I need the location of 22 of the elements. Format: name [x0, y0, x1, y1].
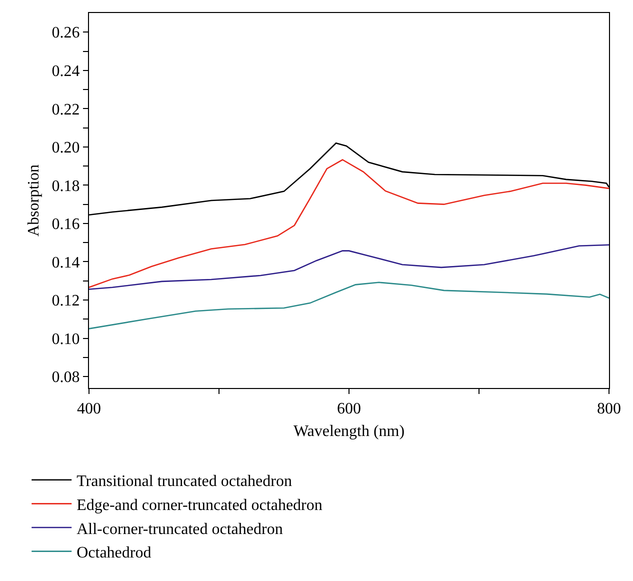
y-tick-label: 0.20	[52, 140, 80, 157]
y-tick-label: 0.26	[52, 24, 80, 42]
y-tick-label: 0.10	[52, 330, 80, 348]
y-tick-label: 0.08	[52, 369, 80, 386]
x-tick-label: 400	[77, 400, 101, 418]
line-series	[89, 159, 609, 288]
x-tick-label: 800	[597, 400, 621, 418]
x-tick-label: 600	[337, 400, 361, 418]
legend-label: All-corner-truncated octahedron	[76, 520, 283, 538]
line-series	[89, 282, 609, 330]
y-tick-label: 0.14	[52, 254, 80, 272]
y-tick-label: 0.18	[52, 178, 80, 195]
legend-label: Transitional truncated octahedron	[76, 473, 292, 490]
x-axis-title: Wavelength (nm)	[293, 423, 405, 440]
line-series	[89, 244, 609, 290]
legend-label: Edge-and corner-truncated octahedron	[76, 496, 322, 514]
y-axis-title: Absorption	[26, 164, 43, 236]
y-tick-label: 0.16	[52, 216, 80, 234]
y-tick-label: 0.12	[52, 292, 80, 310]
y-tick-label: 0.24	[52, 63, 80, 80]
y-tick-label: 0.22	[52, 101, 80, 118]
legend-label: Octahedrod	[76, 544, 152, 562]
